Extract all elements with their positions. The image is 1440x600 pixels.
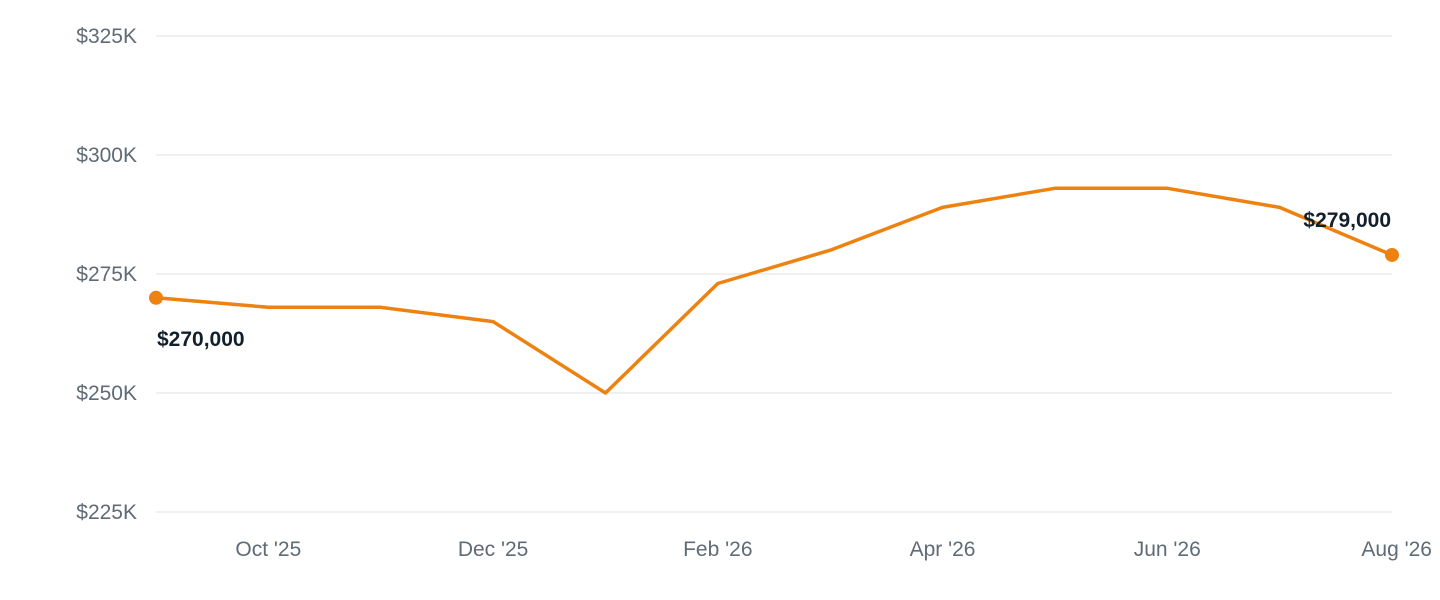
x-tick-label: Dec '25 — [458, 538, 529, 561]
data-label: $279,000 — [1303, 209, 1391, 232]
grid-lines — [156, 35, 1392, 513]
x-tick-label: Oct '25 — [235, 538, 301, 561]
y-axis: $225K $250K $275K $300K $325K — [76, 25, 137, 524]
data-labels: $270,000 $279,000 — [149, 209, 1399, 351]
series-line-0 — [154, 186, 1394, 395]
y-tick-label: $250K — [76, 382, 137, 405]
x-tick-label: Jun '26 — [1134, 538, 1201, 561]
x-tick-label: Apr '26 — [910, 538, 976, 561]
data-point-marker — [149, 290, 163, 305]
series-layer — [154, 186, 1394, 395]
y-tick-label: $300K — [76, 144, 137, 167]
x-tick-label: Feb '26 — [683, 538, 752, 561]
x-tick-label: Aug '26 — [1361, 538, 1432, 561]
y-tick-label: $225K — [76, 501, 137, 524]
y-tick-label: $275K — [76, 263, 137, 286]
data-label: $270,000 — [157, 328, 245, 351]
data-point-marker — [1385, 247, 1399, 262]
y-tick-label: $325K — [76, 25, 137, 48]
x-axis: Oct '25 Dec '25 Feb '26 Apr '26 Jun '26 Aug '… — [235, 538, 1432, 561]
